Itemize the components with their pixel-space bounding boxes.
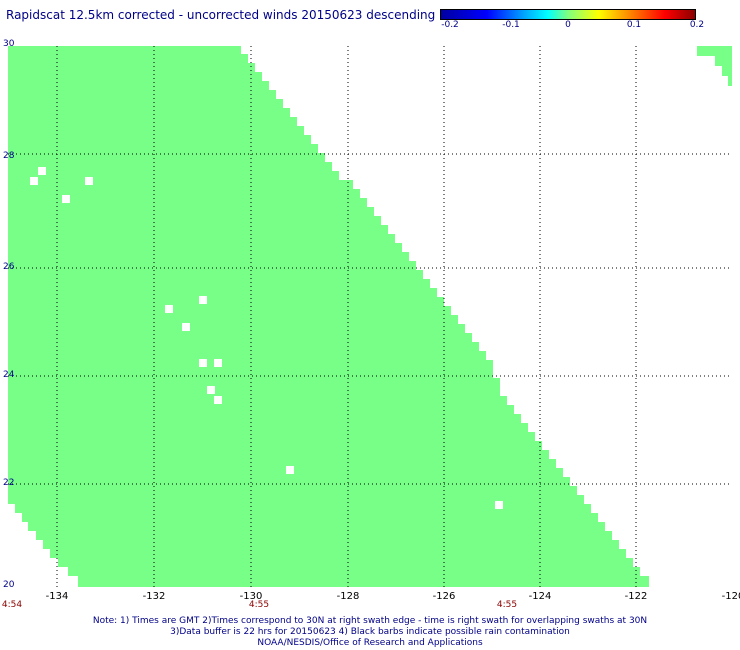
colorbar-label: 0.1 [626,20,642,30]
x-tick-label: -126 [432,591,456,602]
time-label: 4:55 [248,600,270,610]
no-data-cell [38,167,46,175]
colorbar [440,9,696,20]
note-line: NOAA/NESDIS/Office of Research and Appli… [257,638,483,648]
no-data-cells [30,167,503,509]
wind-swath [697,46,732,86]
no-data-cell [214,359,222,367]
colorbar-label: -0.2 [441,20,459,30]
y-tick-label: 26 [3,262,15,272]
y-tick-label: 28 [3,151,15,161]
y-tick-label: 22 [3,478,15,488]
x-tick-label: -120 [721,591,740,602]
colorbar-label: 0.2 [689,20,705,30]
y-tick-label: 24 [3,370,15,380]
lat-lon-grid [8,46,732,587]
no-data-cell [495,501,503,509]
colorbar-label: 0 [565,20,571,30]
note-line: 3)Data buffer is 22 hrs for 20150623 4) … [170,627,570,637]
x-tick-label: -130 [239,591,263,602]
colorbar-label: -0.1 [502,20,520,30]
x-tick-label: -134 [45,591,69,602]
no-data-cell [85,177,93,185]
no-data-cell [182,323,190,331]
wind-swath [8,46,649,587]
map-plot [8,46,732,587]
y-tick-label: 30 [3,39,15,49]
no-data-cell [165,305,173,313]
map-title: Rapidscat 12.5km corrected - uncorrected… [6,8,436,22]
x-tick-label: -128 [336,591,360,602]
no-data-cell [286,466,294,474]
no-data-cell [30,177,38,185]
note-line: Note: 1) Times are GMT 2)Times correspon… [92,616,648,626]
time-label: 4:54 [1,600,23,610]
no-data-cell [62,195,70,203]
time-label: 4:55 [496,600,518,610]
x-tick-label: -122 [624,591,648,602]
no-data-cell [207,386,215,394]
y-tick-label: 20 [3,580,15,590]
x-tick-label: -124 [528,591,552,602]
x-tick-label: -132 [142,591,166,602]
no-data-cell [199,359,207,367]
no-data-cell [199,296,207,304]
no-data-cell [214,396,222,404]
